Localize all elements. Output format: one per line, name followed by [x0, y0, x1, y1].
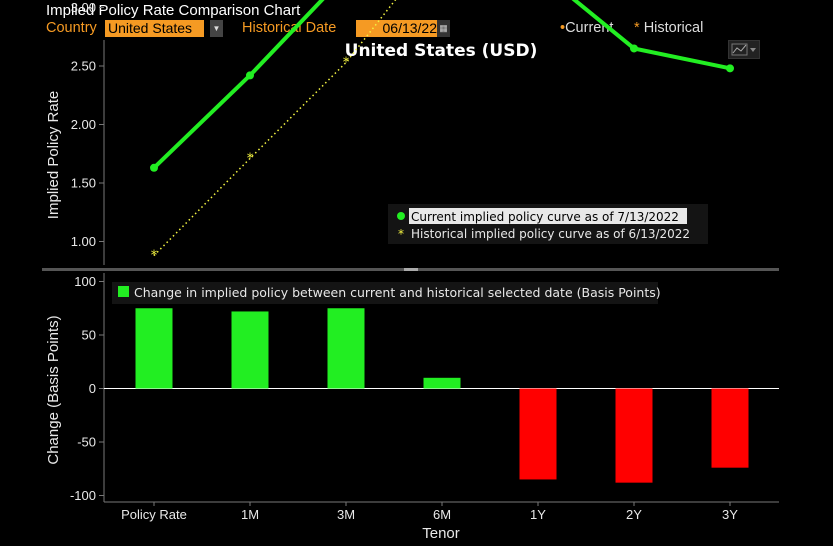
x-axis-title: Tenor — [422, 525, 460, 542]
chart-title: United States (USD) — [345, 41, 538, 61]
x-tick-label: 3M — [337, 507, 355, 522]
splitter-handle-icon — [404, 268, 418, 271]
x-tick-label: 3Y — [722, 507, 738, 522]
change-bar — [135, 308, 173, 389]
legend-historical-star-icon: * — [634, 20, 640, 36]
bar-legend-swatch — [118, 286, 129, 297]
chevron-down-icon[interactable]: ▼ — [210, 20, 223, 37]
y-axis-title: Implied Policy Rate — [45, 91, 62, 219]
current-point — [630, 44, 638, 53]
y-tick-label: 3.00 — [71, 0, 96, 15]
change-bar — [711, 388, 749, 468]
x-tick-label: 1M — [241, 507, 259, 522]
current-series-line — [152, 0, 731, 170]
y-tick-label: 1.50 — [71, 176, 96, 191]
change-bar — [231, 311, 269, 389]
bar-legend-text: Change in implied policy between current… — [134, 285, 661, 300]
x-tick-label: Policy Rate — [121, 507, 187, 522]
legend-current-text: Current implied policy curve as of 7/13/… — [411, 210, 679, 224]
y-tick-label-bottom: -100 — [70, 488, 96, 503]
change-chart-panel: 100 50 0 -50 -100 Change (Basis Points) Policy… — [45, 273, 779, 542]
change-bar — [615, 388, 653, 483]
legend-historical: * Historical — [634, 20, 703, 36]
current-point — [246, 71, 254, 80]
country-select[interactable]: United States — [105, 20, 204, 37]
y-tick-label-bottom: 0 — [89, 381, 96, 396]
country-label: Country — [46, 20, 97, 36]
change-bar — [423, 377, 461, 389]
legend-historical-label: Historical — [643, 20, 704, 36]
change-bar — [327, 308, 365, 389]
change-bar — [519, 388, 557, 480]
y-tick-label-bottom: 50 — [82, 328, 96, 343]
legend-historical-marker: * — [398, 227, 404, 241]
legend-historical-text: Historical implied policy curve as of 6/… — [411, 227, 690, 241]
current-point — [150, 163, 158, 172]
historical-date-input[interactable]: 06/13/22 — [356, 20, 440, 37]
x-tick-label: 6M — [433, 507, 451, 522]
window-title: Implied Policy Rate Comparison Chart — [46, 2, 301, 19]
historical-point: * — [247, 151, 254, 166]
y-axis-title-bottom: Change (Basis Points) — [45, 315, 62, 464]
historical-point: * — [343, 55, 350, 70]
legend-current-marker — [397, 212, 405, 220]
legend-current-highlight — [409, 208, 687, 224]
calendar-icon[interactable]: ▦ — [437, 20, 450, 37]
historical-point: * — [151, 249, 158, 264]
legend-current-dot-icon: • — [560, 20, 566, 36]
historical-date-label: Historical Date — [242, 20, 337, 36]
y-tick-label-bottom: 100 — [74, 274, 96, 289]
y-tick-label: 2.00 — [71, 117, 96, 132]
y-tick-label: 1.00 — [71, 234, 96, 249]
y-tick-label: 2.50 — [71, 59, 96, 74]
chart-type-button[interactable] — [728, 40, 760, 59]
x-tick-label: 2Y — [626, 507, 642, 522]
line-chart-icon — [731, 43, 756, 56]
current-point — [726, 64, 734, 73]
x-tick-label: 1Y — [530, 507, 546, 522]
y-tick-label-bottom: -50 — [77, 435, 96, 450]
bar-legend-box — [112, 282, 658, 304]
